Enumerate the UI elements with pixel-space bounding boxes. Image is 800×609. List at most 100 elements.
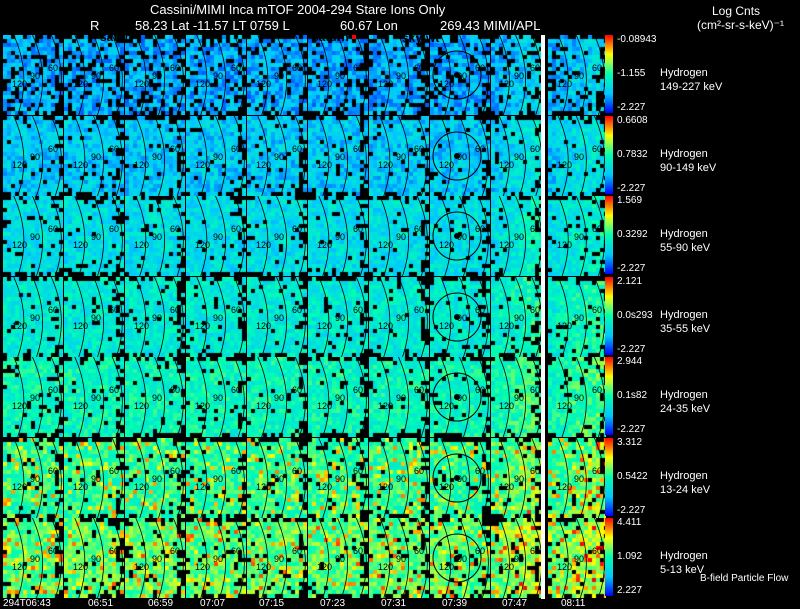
colorbar-mid-label: 0.0s293 [617,310,653,321]
contour-label: 60 [592,466,603,476]
contour-label: 90 [457,152,468,162]
contour-label: 60 [170,224,181,234]
contour-label: 120 [317,482,333,492]
contour-label: 60 [292,63,303,73]
contour-label: 90 [574,313,585,323]
contour-label: 90 [396,474,407,484]
sky-map-tile: 120 90 60 [430,357,491,437]
contour-label: 120 [317,79,333,89]
colorbar [605,196,613,274]
sky-map-tile: 120 90 60 [369,277,430,357]
contour-label: 90 [335,71,346,81]
contour-label: 120 [378,562,394,572]
contour-label: 90 [574,232,585,242]
contour-label: 90 [335,554,346,564]
contour-label: 90 [335,474,346,484]
sky-map-tile: 120 90 60 [548,116,607,196]
contour-label: 120 [557,401,573,411]
contour-label: 90 [457,232,468,242]
units-title: Log Cnts [712,4,761,18]
contour-label: 60 [292,546,303,556]
contour-label: 90 [152,232,163,242]
sky-map-tile: 120 90 60 [125,116,186,196]
sky-map-tile: 120 90 60 [125,357,186,437]
contour-label: 120 [256,79,272,89]
contour-label: 120 [378,160,394,170]
contour-label: 60 [48,385,59,395]
contour-label: 90 [91,313,102,323]
sky-map-tile: 120 90 60 [64,357,125,437]
contour-label: 60 [592,546,603,556]
contour-label: 120 [73,401,89,411]
contour-label: 90 [335,232,346,242]
r-label: R [90,18,100,33]
contour-label: 60 [170,546,181,556]
contour-label: 120 [557,160,573,170]
sky-map-tile: 120 90 60 [308,518,369,598]
contour-label: 60 [109,144,120,154]
contour-label: 120 [73,321,89,331]
sky-map-tile: 120 90 60 [125,438,186,518]
colorbar-mid-label: 0.1s82 [617,390,648,401]
sky-map-tile: 120 90 60 [64,196,125,276]
sky-map-tile: 120 90 60 [247,357,308,437]
contour-label: 120 [439,79,455,89]
contour-label: 90 [514,71,525,81]
colorbar-max-label: 3.312 [617,437,643,448]
contour-label: 90 [30,313,41,323]
contour-label: 60 [292,144,303,154]
contour-label: 60 [592,305,603,315]
contour-label: 60 [530,546,541,556]
contour-label: 90 [213,152,224,162]
contour-label: 90 [396,313,407,323]
sky-map-tile: 120 90 60 [491,116,544,196]
bfield-label: B-field Particle Flow [700,573,789,584]
contour-label: 60 [292,466,303,476]
contour-label: 60 [530,305,541,315]
contour-label: 60 [353,546,364,556]
sky-map-tile: 120 90 60 [308,35,369,115]
contour-label: 90 [396,554,407,564]
contour-label: 120 [134,240,150,250]
contour-label: 60 [530,224,541,234]
time-label: 07:07 [200,598,226,609]
contour-label: 60 [170,305,181,315]
sky-map-tile: 120 90 60 [247,518,308,598]
contour-label: 90 [396,393,407,403]
contour-label: 90 [213,313,224,323]
contour-label: 120 [73,562,89,572]
lon-readout: 60.67 Lon [340,18,398,33]
contour-label: 90 [152,474,163,484]
contour-label: 120 [378,482,394,492]
contour-label: 90 [457,474,468,484]
contour-label: 120 [256,562,272,572]
colorbar-min-label: -2.227 [617,344,646,355]
contour-label: 120 [12,482,28,492]
contour-label: 90 [514,554,525,564]
sky-map-tile: 120 90 60 [3,116,64,196]
contour-label: 90 [457,393,468,403]
contour-label: 120 [12,562,28,572]
contour-label: 120 [378,240,394,250]
contour-label: 120 [195,321,211,331]
contour-label: 90 [213,474,224,484]
saturn-label-2: saturn [312,30,349,44]
time-label: 06:51 [88,598,114,609]
colorbar-min-label: -2.227 [617,183,646,194]
contour-label: 90 [213,232,224,242]
contour-label: 120 [195,160,211,170]
contour-label: 90 [30,152,41,162]
time-label: 294T06:43 [3,598,51,609]
contour-label: 120 [195,401,211,411]
colorbar-max-label: 2.944 [617,356,643,367]
sky-map-tile: 120 90 60 [247,438,308,518]
contour-label: 90 [30,554,41,564]
contour-label: 90 [574,474,585,484]
contour-label: 90 [91,71,102,81]
contour-label: 120 [439,160,455,170]
contour-label: 60 [592,224,603,234]
contour-label: 60 [292,305,303,315]
time-label: 08:11 [561,598,586,609]
time-label: 07:15 [259,598,285,609]
contour-label: 90 [213,71,224,81]
